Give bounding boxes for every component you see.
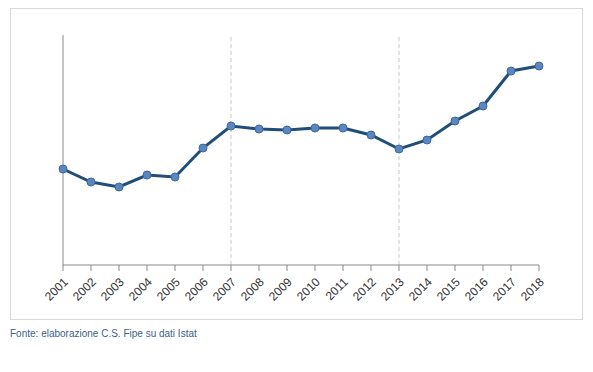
svg-text:2004: 2004 bbox=[126, 275, 155, 304]
svg-text:2018: 2018 bbox=[518, 275, 547, 304]
svg-text:2011: 2011 bbox=[323, 275, 351, 303]
svg-text:2012: 2012 bbox=[350, 275, 379, 304]
svg-text:2017: 2017 bbox=[490, 275, 519, 304]
html-text:Fonte: elaborazione C.S. Fipe: Fonte: elaborazione C.S. Fipe su dati Is… bbox=[10, 328, 197, 339]
svg-text:2015: 2015 bbox=[434, 275, 463, 304]
svg-text:2016: 2016 bbox=[462, 275, 491, 304]
svg-text:2009: 2009 bbox=[266, 275, 295, 304]
svg-text:2008: 2008 bbox=[238, 275, 267, 304]
svg-text:2005: 2005 bbox=[154, 275, 183, 304]
svg-text:2014: 2014 bbox=[406, 275, 435, 304]
svg-text:2001: 2001 bbox=[42, 275, 71, 304]
svg-text:2003: 2003 bbox=[98, 275, 127, 304]
svg-text:2002: 2002 bbox=[70, 275, 99, 304]
svg-text:2010: 2010 bbox=[294, 275, 323, 304]
svg-text:2013: 2013 bbox=[378, 275, 407, 304]
svg-text:2006: 2006 bbox=[182, 275, 211, 304]
svg-text:2007: 2007 bbox=[210, 275, 239, 304]
